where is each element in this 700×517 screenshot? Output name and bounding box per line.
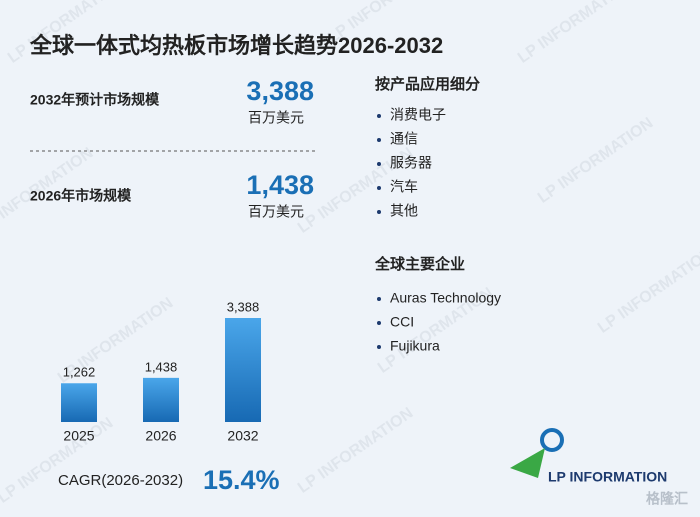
companies-title: 全球主要企业: [374, 255, 465, 273]
list-item: 消费电子: [390, 107, 446, 123]
bullet: [377, 162, 381, 166]
cagr-value: 15.4%: [203, 465, 280, 495]
list-item: Fujikura: [390, 338, 440, 354]
logo: LP INFORMATION: [510, 428, 667, 485]
value-label: 1,262: [63, 365, 96, 380]
list-item: 服务器: [390, 155, 432, 171]
stat-value: 3,388: [246, 76, 314, 106]
bar: [143, 377, 179, 422]
x-tick-label: 2032: [227, 428, 258, 444]
source-mark: 格隆汇: [646, 491, 688, 507]
x-tick-label: 2026: [145, 428, 176, 444]
logo-icon: [540, 428, 564, 452]
logo-icon: [510, 448, 545, 478]
company-list: Auras Technology CCI Fujikura: [377, 290, 501, 354]
bullet: [377, 321, 381, 325]
bullet: [377, 297, 381, 301]
stat-unit: 百万美元: [248, 110, 304, 126]
list-item: 其他: [390, 203, 418, 219]
bar: [61, 383, 97, 422]
stat-value: 1,438: [246, 170, 314, 200]
stat-label: 2026年市场规模: [30, 188, 132, 204]
bullet: [377, 186, 381, 190]
bar: [225, 318, 261, 422]
bullet: [377, 138, 381, 142]
value-label: 1,438: [145, 359, 178, 374]
list-item: CCI: [390, 314, 414, 330]
title: 全球一体式均热板市场增长趋势2026-2032: [29, 33, 443, 58]
list-item: 汽车: [390, 179, 418, 195]
bullet: [377, 210, 381, 214]
bullet: [377, 345, 381, 349]
list-item: Auras Technology: [390, 290, 501, 306]
list-item: 通信: [390, 131, 418, 147]
stat-unit: 百万美元: [248, 204, 304, 220]
segments-title: 按产品应用细分: [375, 75, 480, 93]
stat-label: 2032年预计市场规模: [30, 92, 160, 108]
logo-text: LP INFORMATION: [548, 469, 667, 485]
value-label: 3,388: [227, 299, 260, 314]
bar-chart: 1,262 2025 1,438 2026 3,388 2032: [61, 299, 261, 444]
bullet: [377, 114, 381, 118]
x-tick-label: 2025: [63, 428, 94, 444]
cagr-label: CAGR(2026-2032): [58, 472, 183, 489]
